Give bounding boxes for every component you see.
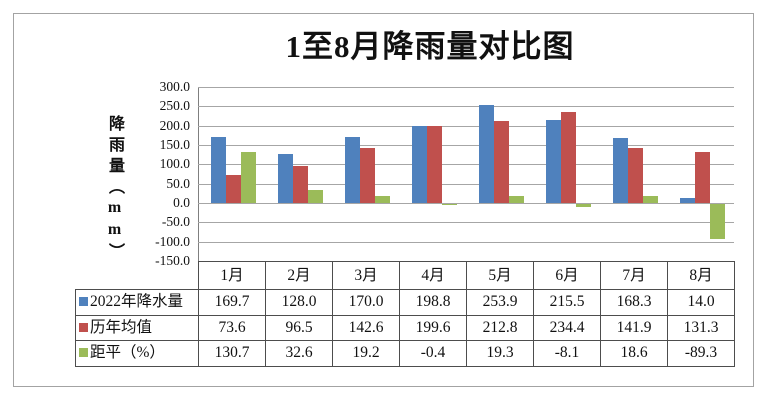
bar-历年均值-6月	[561, 112, 576, 203]
month-header-cell: 5月	[466, 261, 534, 290]
bar-距平（%）-8月	[710, 204, 725, 239]
table-value-cell: 253.9	[466, 289, 534, 316]
bar-2022年降水量-2月	[278, 153, 293, 203]
table-value-cell: 14.0	[667, 289, 735, 316]
table-row-label: 距平（%）	[75, 340, 199, 367]
bar-历年均值-7月	[628, 148, 643, 203]
table-value-cell: 212.8	[466, 314, 534, 342]
chart-title: 1至8月降雨量对比图	[285, 29, 575, 64]
gridline	[198, 164, 734, 166]
table-value-cell: 234.4	[533, 314, 601, 342]
month-header-cell: 4月	[399, 261, 467, 290]
bar-2022年降水量-3月	[345, 137, 360, 203]
table-value-cell: 96.5	[265, 314, 333, 342]
y-tick-label: -150.0	[155, 253, 190, 268]
bar-距平（%）-2月	[308, 190, 323, 203]
table-value-cell: 131.3	[667, 314, 735, 342]
bar-2022年降水量-1月	[211, 137, 226, 203]
bar-距平（%）-7月	[643, 195, 658, 203]
table-value-cell: 73.6	[198, 314, 266, 342]
table-value-cell: 128.0	[265, 289, 333, 316]
gridline	[198, 145, 734, 146]
month-header-row: 1月 2月 3月 4月 5月 6月 7月 8月	[198, 261, 735, 290]
data-table: 2022年降水量 169.7 128.0 170.0 198.8 253.9 215.5 16…	[75, 289, 736, 367]
legend-swatch	[79, 322, 88, 332]
bar-历年均值-4月	[427, 125, 442, 203]
gridline	[198, 203, 734, 204]
bar-2022年降水量-5月	[479, 104, 494, 203]
table-value-cell: -0.4	[399, 340, 467, 367]
month-header-cell: 6月	[533, 261, 601, 290]
plot-area	[198, 87, 735, 262]
bar-距平（%）-1月	[241, 152, 256, 203]
y-tick-label: 50.0	[166, 175, 190, 191]
bar-距平（%）-3月	[375, 195, 390, 203]
bar-历年均值-1月	[226, 174, 241, 203]
month-header-cell: 7月	[600, 261, 668, 290]
y-tick-label: -100.0	[155, 233, 190, 249]
table-value-cell: 169.7	[198, 289, 266, 316]
gridline	[198, 183, 734, 185]
y-axis-line	[198, 87, 199, 262]
bar-距平（%）-4月	[442, 204, 457, 205]
bar-历年均值-8月	[695, 152, 710, 203]
y-tick-label: 200.0	[159, 117, 190, 133]
month-header-cell: 3月	[332, 261, 400, 290]
table-row-label: 历年均值	[75, 314, 199, 342]
gridline	[198, 222, 734, 224]
y-axis-title: 降雨量（mm）	[106, 115, 123, 264]
bar-历年均值-5月	[494, 120, 509, 203]
bar-2022年降水量-6月	[546, 119, 561, 203]
table-value-cell: 141.9	[600, 314, 668, 342]
gridline	[198, 106, 734, 108]
y-tick-label: 250.0	[159, 98, 190, 114]
bar-历年均值-2月	[293, 165, 308, 203]
table-value-cell: 142.6	[332, 314, 400, 342]
bar-距平（%）-6月	[576, 204, 591, 208]
bar-历年均值-3月	[360, 147, 375, 203]
y-tick-label: 150.0	[159, 137, 190, 152]
gridline	[198, 241, 734, 243]
table-value-cell: 198.8	[399, 289, 467, 316]
table-value-cell: 19.3	[466, 340, 534, 367]
y-tick-label: -50.0	[161, 214, 190, 230]
table-value-cell: 19.2	[332, 340, 400, 367]
bar-2022年降水量-4月	[412, 126, 427, 203]
table-value-cell: 18.6	[600, 340, 668, 367]
bar-2022年降水量-8月	[680, 197, 695, 203]
y-tick-label: 300.0	[159, 79, 190, 94]
month-header-cell: 8月	[667, 261, 735, 290]
bar-距平（%）-5月	[509, 195, 524, 203]
month-header-cell: 1月	[198, 261, 266, 290]
table-value-cell: -8.1	[533, 340, 601, 367]
table-value-cell: 130.7	[198, 340, 266, 367]
y-tick-label: 100.0	[159, 156, 190, 172]
gridline	[198, 87, 734, 88]
y-axis-tick-labels: 300.0 250.0 200.0 150.0 100.0 50.0 0.0 -50.0 -10…	[118, 79, 194, 268]
table-row-label: 2022年降水量	[75, 289, 199, 316]
table-value-cell: 170.0	[332, 289, 400, 316]
y-tick-label: 0.0	[173, 195, 190, 210]
month-header-cell: 2月	[265, 261, 333, 290]
legend-swatch	[79, 348, 88, 358]
table-value-cell: 215.5	[533, 289, 601, 316]
table-value-cell: 199.6	[399, 314, 467, 342]
table-value-cell: -89.3	[667, 340, 735, 367]
legend-swatch	[79, 297, 88, 306]
table-value-cell: 32.6	[265, 340, 333, 367]
gridline	[198, 125, 734, 127]
bar-2022年降水量-7月	[613, 137, 628, 203]
table-value-cell: 168.3	[600, 289, 668, 316]
